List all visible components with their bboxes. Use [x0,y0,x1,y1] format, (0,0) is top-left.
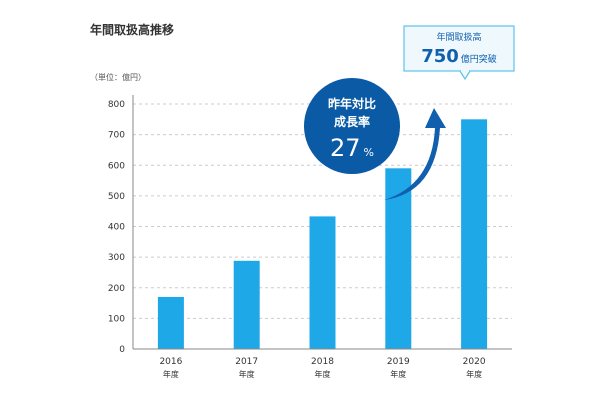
x-tick-year: 2017 [235,357,258,367]
x-tick-labels: 2016 年度 2017 年度 2018 年度 2019 年度 2020 年度 [159,357,485,379]
growth-arrow [384,108,446,200]
bar-2017 [233,260,260,349]
x-tick-suffix: 年度 [315,369,331,379]
y-tick-label: 200 [108,284,125,294]
chart-title: 年間取扱高推移 [90,22,174,37]
callout-line1: 年間取扱高 [436,31,481,43]
callout-pointer [459,70,471,81]
callout-number: 750 [421,46,459,67]
bar-2016 [157,296,184,349]
x-tick-year: 2018 [311,357,334,367]
x-tick-suffix: 年度 [163,369,179,379]
y-tick-label: 700 [108,131,125,141]
growth-badge-value: 27% [330,134,374,162]
growth-badge-line2: 成長率 [334,114,370,129]
y-tick-label: 100 [108,314,125,324]
x-tick-suffix: 年度 [390,369,406,379]
callout-value: 750 億円突破 [421,46,497,67]
y-tick-label: 500 [108,192,125,202]
bar-2018 [309,216,336,349]
growth-badge-unit: % [364,146,374,159]
y-tick-label: 300 [108,253,125,263]
y-tick-labels: 0 100 200 300 400 500 600 700 800 [108,100,125,355]
y-tick-label: 0 [119,345,125,355]
x-tick-year: 2020 [463,357,486,367]
callout-box [403,25,515,72]
growth-badge-number: 27 [330,134,361,162]
x-tick-suffix: 年度 [466,369,482,379]
x-tick-year: 2019 [387,357,410,367]
growth-badge: 昨年対比 成長率 27% [304,78,400,174]
growth-badge-line1: 昨年対比 [328,96,376,111]
unit-label: （単位：億円） [90,72,146,82]
total-callout: 年間取扱高 750 億円突破 [403,25,515,81]
y-tick-label: 600 [108,161,125,171]
bars [157,119,488,349]
growth-badge-circle [304,78,400,174]
callout-unit: 億円突破 [461,53,497,65]
y-tick-label: 400 [108,223,125,233]
x-tick-year: 2016 [159,357,182,367]
bar-2020 [461,119,488,349]
y-tick-label: 800 [108,100,125,110]
x-tick-suffix: 年度 [239,369,255,379]
